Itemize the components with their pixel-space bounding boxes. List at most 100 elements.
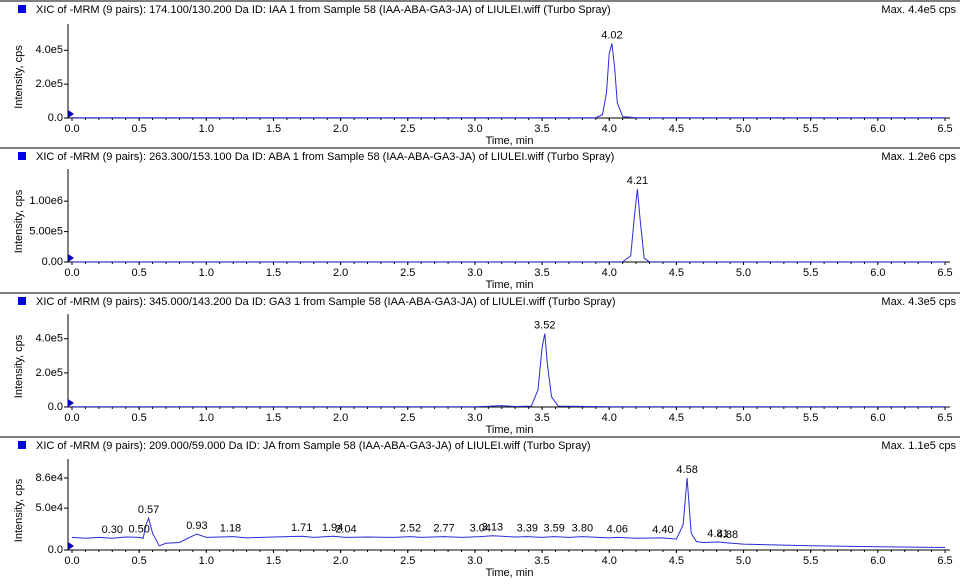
x-tick-label: 4.5 [669,555,684,567]
panel-icon [18,441,26,449]
x-tick-label: 6.5 [937,123,952,135]
y-tick-label: 5.0e4 [35,502,63,514]
peak-label: 3.39 [517,523,538,535]
x-tick-label: 6.0 [870,555,885,567]
x-tick-label: 0.0 [64,267,79,279]
x-tick-label: 6.5 [937,412,952,424]
trace [72,188,945,263]
x-tick-label: 5.5 [803,412,818,424]
x-tick-label: 0.0 [64,123,79,135]
y-tick-label: 1.00e6 [29,195,63,207]
origin-marker [68,254,74,262]
panel-icon [18,297,26,305]
peak-label: 1.18 [220,523,241,535]
x-tick-label: 3.5 [534,555,549,567]
x-tick-label: 1.5 [266,412,281,424]
x-tick-label: 0.0 [64,555,79,567]
x-tick-label: 5.5 [803,267,818,279]
peak-label: 3.59 [543,523,564,535]
x-tick-label: 0.5 [132,267,147,279]
trace [71,477,946,548]
peak-label: 0.93 [186,520,207,532]
x-axis-label: Time, min [486,279,534,291]
x-tick-label: 3.0 [467,267,482,279]
x-axis-label: Time, min [486,424,534,436]
x-tick-label: 6.0 [870,123,885,135]
max-label: Max. 1.2e6 cps [881,151,956,163]
peak-label: 4.88 [717,529,738,541]
y-tick-label: 2.0e5 [35,367,63,379]
x-tick-label: 1.5 [266,267,281,279]
y-tick-label: 8.6e4 [35,472,63,484]
x-tick-label: 0.5 [132,555,147,567]
x-tick-label: 2.5 [400,267,415,279]
x-axis-label: Time, min [486,135,534,147]
y-tick-label: 5.00e5 [29,225,63,237]
peak-label: 0.50 [128,523,149,535]
origin-marker [68,399,74,407]
x-tick-label: 2.0 [333,267,348,279]
origin-marker [68,110,74,118]
panel-title: XIC of -MRM (9 pairs): 345.000/143.200 D… [36,296,616,308]
y-tick-label: 0.00 [42,256,63,268]
x-tick-label: 3.5 [534,267,549,279]
peak-label: 2.52 [400,523,421,535]
x-tick-label: 3.5 [534,123,549,135]
max-label: Max. 4.4e5 cps [881,4,956,16]
x-tick-label: 2.0 [333,123,348,135]
peak-label: 1.94 [322,522,343,534]
y-tick-label: 2.0e5 [35,78,63,90]
peak-label: 3.80 [572,523,593,535]
peak-label: 4.02 [601,29,622,41]
y-tick-label: 4.0e5 [35,333,63,345]
panel-icon [18,5,26,13]
x-tick-label: 3.0 [467,412,482,424]
peak-label: 4.58 [676,464,697,476]
y-axis-label: Intensity, cps [13,189,25,253]
x-tick-label: 5.5 [803,123,818,135]
panel-title: XIC of -MRM (9 pairs): 263.300/153.100 D… [36,151,614,163]
x-tick-label: 3.0 [467,555,482,567]
x-tick-label: 4.5 [669,412,684,424]
max-label: Max. 4.3e5 cps [881,296,956,308]
x-tick-label: 3.0 [467,123,482,135]
x-tick-label: 2.5 [400,123,415,135]
x-tick-label: 6.5 [937,267,952,279]
x-tick-label: 1.5 [266,555,281,567]
x-tick-label: 0.5 [132,412,147,424]
trace [72,43,945,119]
x-tick-label: 4.0 [602,555,617,567]
y-tick-label: 4.0e5 [35,44,63,56]
origin-marker [68,542,74,550]
trace [72,333,945,408]
x-tick-label: 5.0 [736,123,751,135]
x-tick-label: 4.0 [602,267,617,279]
panel-title: XIC of -MRM (9 pairs): 209.000/59.000 Da… [36,440,590,452]
y-axis-label: Intensity, cps [13,334,25,398]
x-tick-label: 5.0 [736,412,751,424]
peak-label: 2.77 [433,523,454,535]
y-axis-label: Intensity, cps [13,45,25,109]
peak-label: 4.06 [607,523,628,535]
panel-icon [18,152,26,160]
x-tick-label: 4.0 [602,412,617,424]
y-tick-label: 0.0 [48,112,63,124]
x-tick-label: 1.0 [199,123,214,135]
y-tick-label: 0.0 [48,401,63,413]
peak-label: 4.21 [627,175,648,187]
y-tick-label: 0.0 [48,544,63,556]
x-tick-label: 5.0 [736,555,751,567]
x-tick-label: 3.5 [534,412,549,424]
peak-label: 3.04 [470,523,491,535]
x-tick-label: 1.0 [199,412,214,424]
peak-label: 4.40 [652,524,673,536]
x-tick-label: 4.5 [669,267,684,279]
x-tick-label: 2.5 [400,555,415,567]
max-label: Max. 1.1e5 cps [881,440,956,452]
x-tick-label: 5.5 [803,555,818,567]
x-axis-label: Time, min [486,567,534,579]
peak-label: 2.04 [335,523,356,535]
x-tick-label: 2.5 [400,412,415,424]
